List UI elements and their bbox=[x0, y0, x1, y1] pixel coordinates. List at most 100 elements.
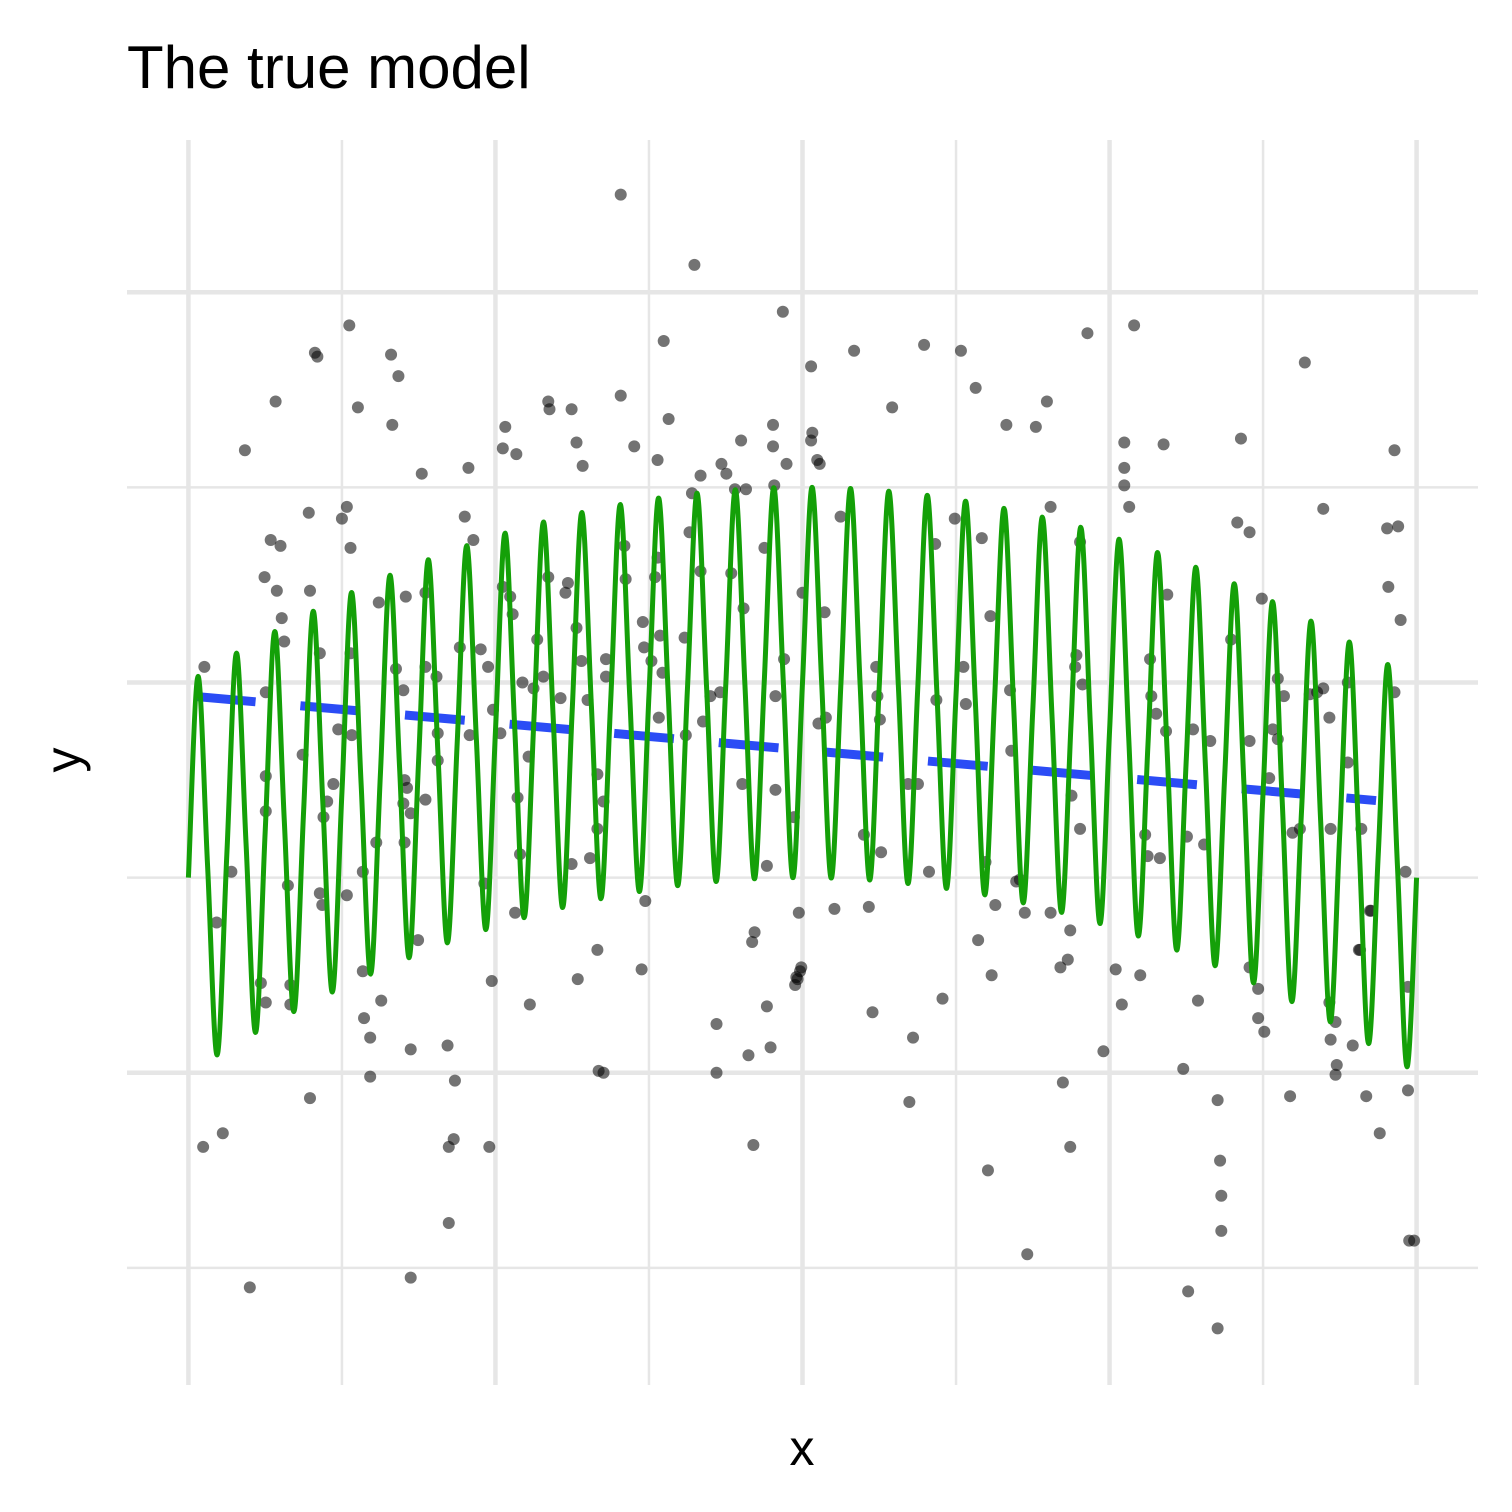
plot-area bbox=[185, 188, 1421, 1335]
point bbox=[747, 1138, 760, 1151]
point bbox=[1399, 865, 1412, 878]
point bbox=[404, 1043, 417, 1056]
point bbox=[303, 584, 316, 597]
point bbox=[1363, 904, 1376, 917]
point bbox=[1330, 1058, 1343, 1071]
point bbox=[401, 781, 414, 794]
point bbox=[599, 670, 612, 683]
point bbox=[485, 975, 498, 988]
point bbox=[482, 660, 495, 673]
point bbox=[399, 590, 412, 603]
point bbox=[902, 777, 915, 790]
point bbox=[375, 994, 388, 1007]
point bbox=[1408, 1234, 1421, 1247]
point bbox=[198, 660, 211, 673]
point bbox=[1298, 356, 1311, 369]
point bbox=[1215, 1224, 1228, 1237]
point bbox=[875, 846, 888, 859]
point bbox=[311, 350, 324, 363]
point bbox=[862, 900, 875, 913]
point bbox=[1215, 1189, 1228, 1202]
point bbox=[570, 436, 583, 449]
point bbox=[238, 444, 251, 457]
point bbox=[1161, 588, 1174, 601]
point bbox=[1388, 444, 1401, 457]
point bbox=[767, 418, 780, 431]
point bbox=[1029, 420, 1042, 433]
point bbox=[584, 852, 597, 865]
point bbox=[969, 381, 982, 394]
point bbox=[1128, 319, 1141, 332]
point bbox=[344, 541, 357, 554]
point bbox=[1044, 500, 1057, 513]
point bbox=[866, 1006, 879, 1019]
point bbox=[412, 934, 425, 947]
point bbox=[780, 457, 793, 470]
point bbox=[1040, 395, 1053, 408]
point bbox=[1097, 1045, 1110, 1058]
point bbox=[1153, 852, 1166, 865]
point bbox=[364, 1031, 377, 1044]
point bbox=[386, 418, 399, 431]
point bbox=[483, 1140, 496, 1153]
point bbox=[907, 1031, 920, 1044]
point bbox=[1211, 1094, 1224, 1107]
point bbox=[313, 887, 326, 900]
point bbox=[364, 1070, 377, 1083]
point bbox=[599, 653, 612, 666]
point bbox=[554, 692, 567, 705]
point bbox=[1266, 723, 1279, 736]
point bbox=[258, 571, 271, 584]
point bbox=[1234, 432, 1247, 445]
point bbox=[651, 454, 664, 467]
point bbox=[776, 305, 789, 318]
point bbox=[1081, 327, 1094, 340]
point bbox=[1021, 1248, 1034, 1261]
point bbox=[760, 859, 773, 872]
point bbox=[742, 1049, 755, 1062]
point bbox=[1064, 924, 1077, 937]
point bbox=[210, 916, 223, 929]
point bbox=[662, 413, 675, 426]
point bbox=[795, 961, 808, 974]
point bbox=[358, 1012, 371, 1025]
point bbox=[614, 389, 627, 402]
point bbox=[1346, 1039, 1359, 1052]
point bbox=[509, 906, 522, 919]
point bbox=[1243, 735, 1256, 748]
point bbox=[981, 1164, 994, 1177]
point bbox=[385, 348, 398, 361]
point bbox=[936, 992, 949, 1005]
point bbox=[1252, 982, 1265, 995]
point bbox=[984, 610, 997, 623]
point bbox=[1243, 526, 1256, 539]
point bbox=[923, 865, 936, 878]
point bbox=[694, 469, 707, 482]
point bbox=[1054, 961, 1067, 974]
point bbox=[1255, 592, 1268, 605]
point bbox=[274, 539, 287, 552]
point bbox=[1284, 1090, 1297, 1103]
point bbox=[269, 395, 282, 408]
point bbox=[404, 1271, 417, 1284]
point bbox=[302, 506, 315, 519]
point bbox=[1394, 614, 1407, 627]
point bbox=[1317, 682, 1330, 695]
point bbox=[397, 684, 410, 697]
point bbox=[1150, 707, 1163, 720]
point bbox=[510, 448, 523, 461]
point bbox=[1231, 516, 1244, 529]
point bbox=[628, 440, 641, 453]
point bbox=[972, 934, 985, 947]
point bbox=[1076, 678, 1089, 691]
point bbox=[886, 401, 899, 414]
point bbox=[792, 906, 805, 919]
point bbox=[985, 969, 998, 982]
chart-title: The true model bbox=[127, 34, 531, 101]
point bbox=[1064, 1140, 1077, 1153]
point bbox=[1277, 690, 1290, 703]
point bbox=[458, 510, 471, 523]
point bbox=[462, 461, 475, 474]
point bbox=[1211, 1322, 1224, 1335]
point bbox=[710, 1017, 723, 1030]
